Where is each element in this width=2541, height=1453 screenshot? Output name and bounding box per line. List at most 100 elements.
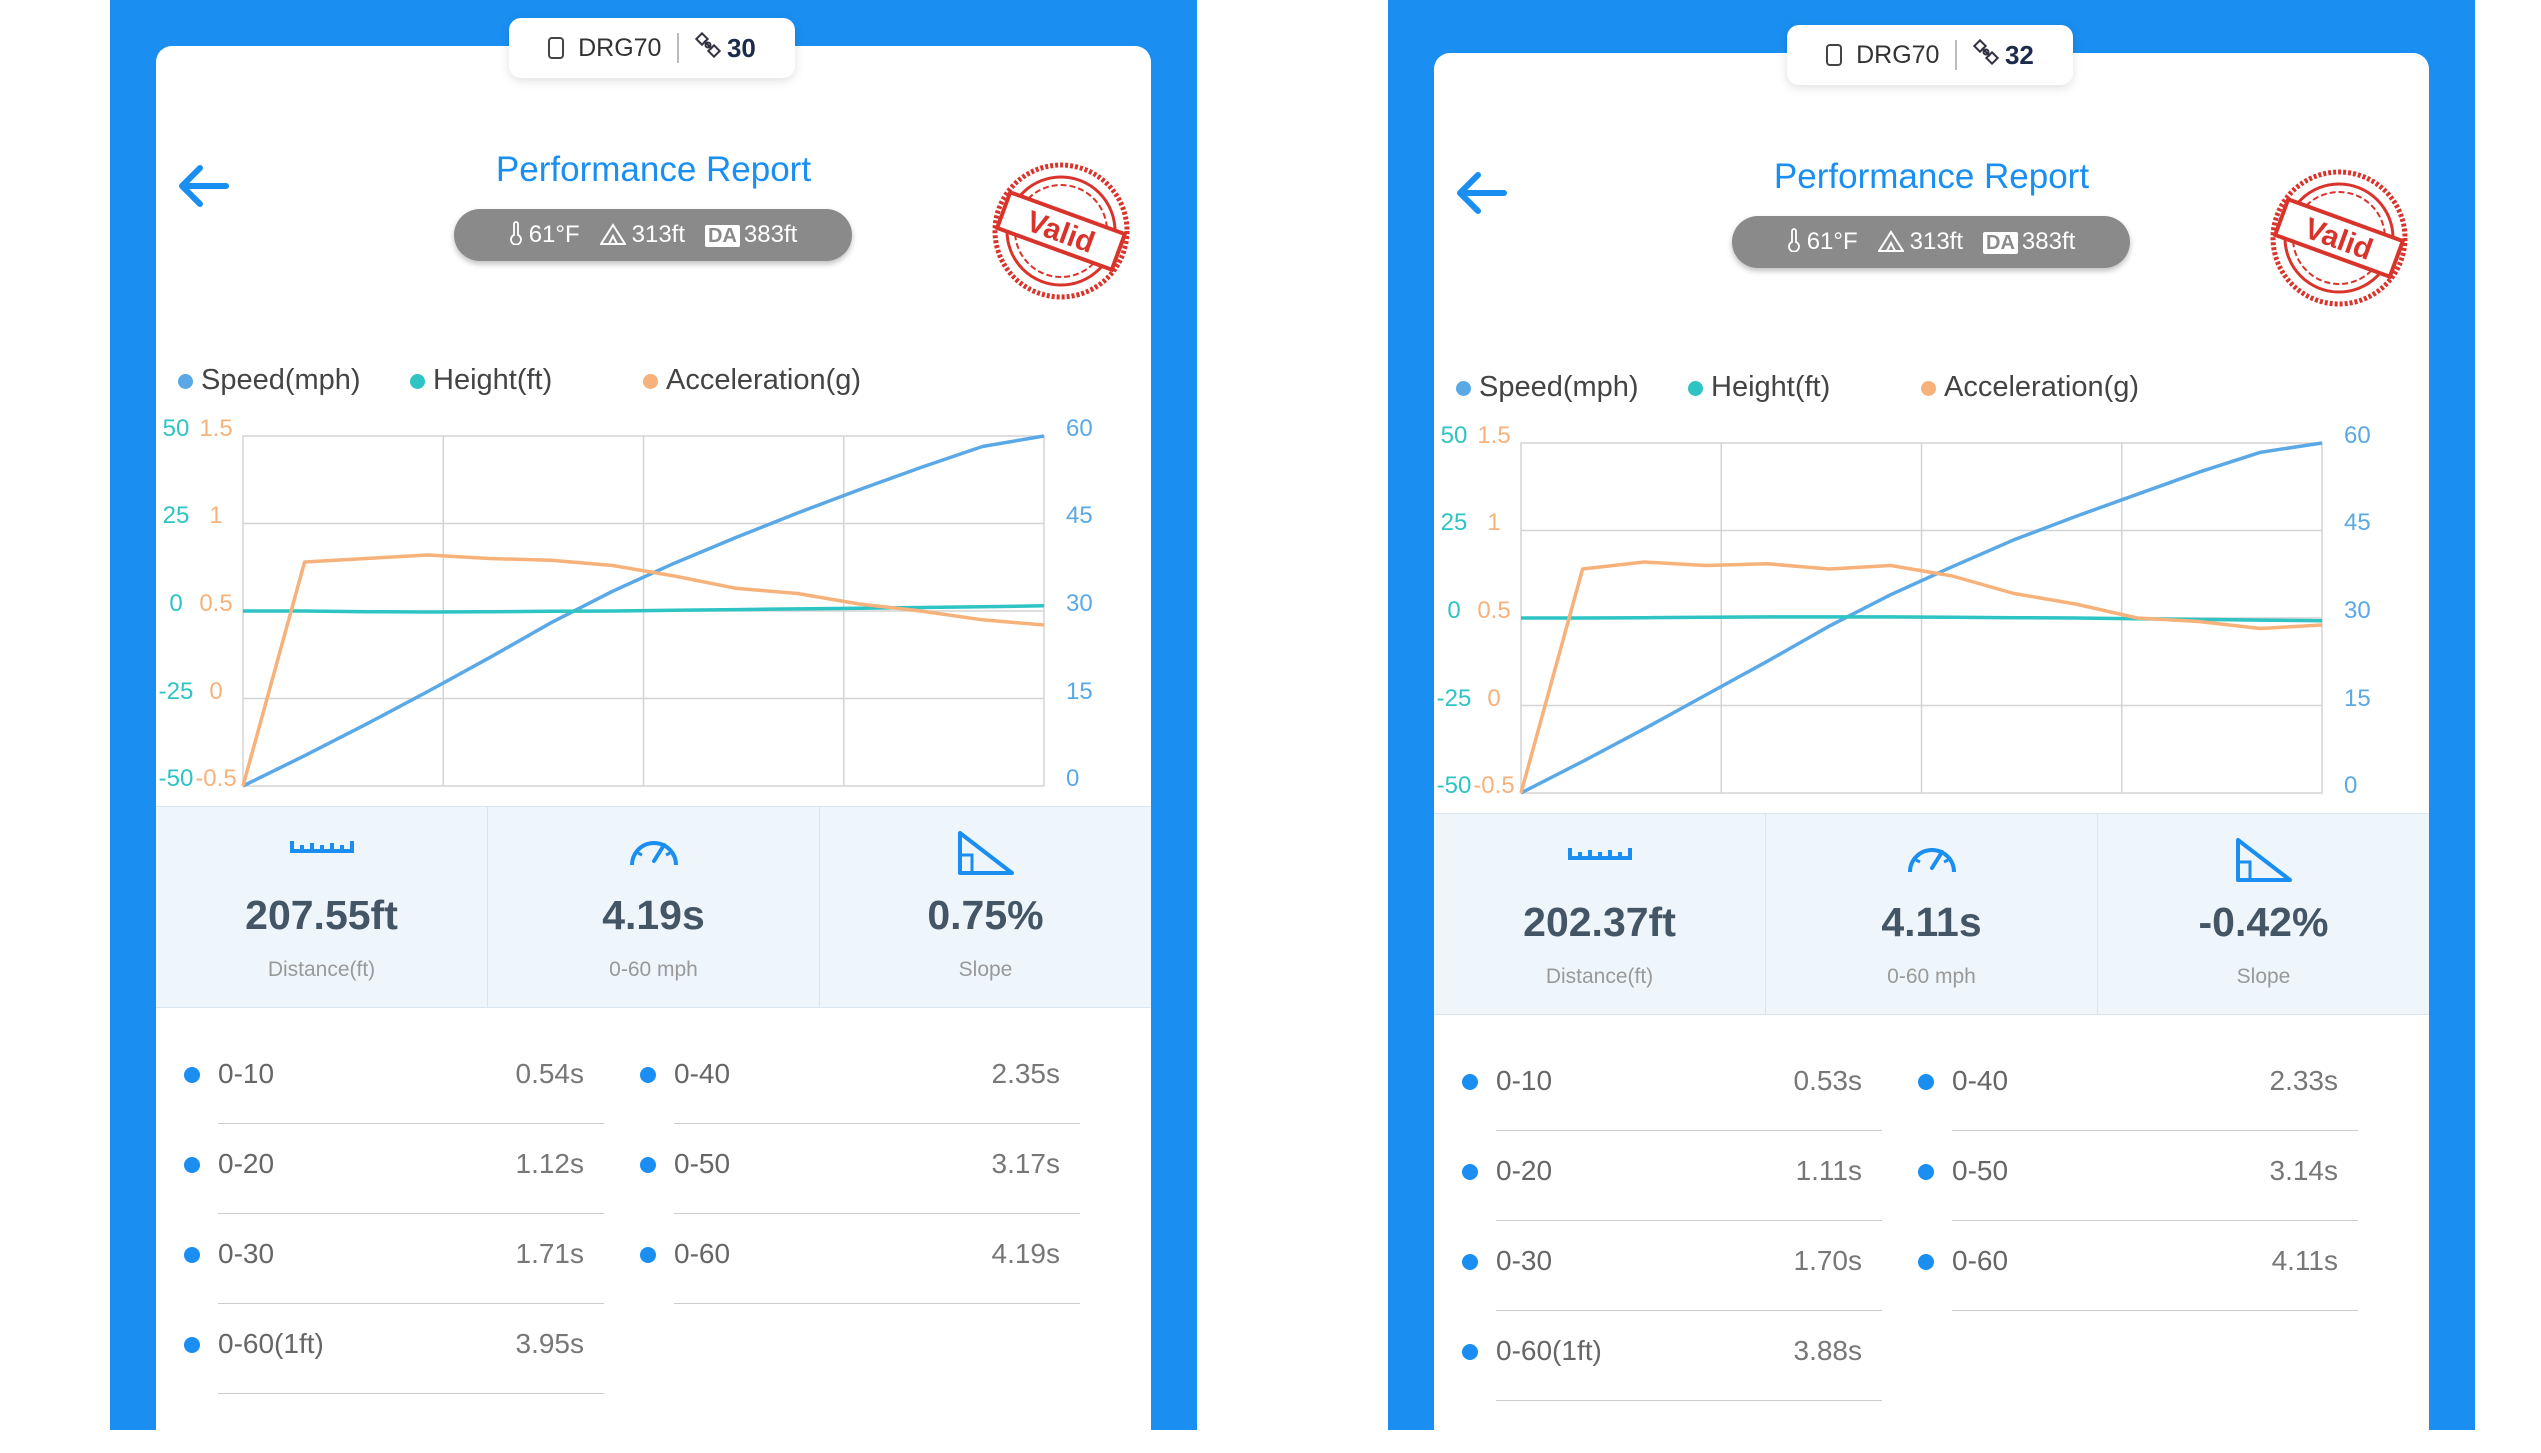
accel-tick-label: 1 <box>209 502 222 529</box>
accel-tick-label: 0 <box>1487 685 1500 712</box>
slope-icon <box>957 831 1014 875</box>
ruler-icon <box>289 841 354 853</box>
speed-tick-label: 15 <box>2344 685 2371 712</box>
bullet-icon <box>1918 1074 1934 1090</box>
row-divider <box>1952 1310 2358 1311</box>
device-name: DRG70 <box>578 33 662 62</box>
split-name: 0-20 <box>218 1148 275 1179</box>
stat-label: 0-60 mph <box>1887 965 1976 988</box>
stat-value: 0.75% <box>927 892 1044 938</box>
stat-value: 207.55ft <box>245 892 398 938</box>
height-tick-label: 0 <box>1447 597 1460 624</box>
height-tick-label: 25 <box>163 502 190 529</box>
split-name: 0-10 <box>1496 1065 1553 1096</box>
split-row: 0-60(1ft) 3.95s <box>184 1306 604 1396</box>
bullet-icon <box>184 1157 200 1173</box>
split-name: 0-40 <box>1952 1065 2009 1096</box>
series-line-acceleration <box>1519 560 2323 794</box>
density-altitude: DA 383ft <box>705 221 797 249</box>
split-row: 0-60 4.11s <box>1918 1223 2358 1313</box>
altitude: 313ft <box>1876 228 1963 256</box>
split-row: 0-20 1.12s <box>184 1126 604 1216</box>
report-card: Performance Report 61°F 313ft DA 383ft <box>156 46 1151 1446</box>
split-row: 0-20 1.11s <box>1462 1133 1882 1223</box>
split-name: 0-30 <box>218 1238 275 1269</box>
accel-tick-label: -0.5 <box>1473 772 1514 799</box>
bullet-icon <box>1462 1254 1478 1270</box>
height-tick-label: 25 <box>1441 509 1468 536</box>
back-arrow-icon[interactable] <box>1446 163 1516 223</box>
split-row: 0-30 1.71s <box>184 1216 604 1306</box>
stat-distance: 207.55ft Distance(ft) <box>156 807 487 1007</box>
device-chip[interactable]: DRG70 30 <box>509 18 795 78</box>
valid-stamp: Valid <box>992 162 1130 300</box>
conditions-pill: 61°F 313ft DA 383ft <box>454 209 852 261</box>
stat-value: 202.37ft <box>1523 899 1676 945</box>
height-tick-label: -25 <box>159 678 194 705</box>
split-row: 0-60(1ft) 3.88s <box>1462 1313 1882 1403</box>
device-chip[interactable]: DRG70 32 <box>1787 25 2073 85</box>
divider <box>819 807 820 1007</box>
speed-tick-label: 0 <box>1066 765 1079 792</box>
height-tick-label: 50 <box>163 416 190 442</box>
legend-acceleration[interactable]: Acceleration(g) <box>643 364 861 397</box>
stat-label: Distance(ft) <box>267 958 376 981</box>
accel-tick-label: 1.5 <box>1477 423 1510 449</box>
stat-value: 4.19s <box>602 892 705 938</box>
legend-height[interactable]: Height(ft) <box>1688 371 1830 404</box>
speed-tick-label: 30 <box>1066 590 1093 617</box>
satellite-icon <box>1972 38 2000 72</box>
altitude: 313ft <box>598 221 685 249</box>
row-divider <box>218 1123 604 1124</box>
phone-icon <box>1826 44 1843 66</box>
height-tick-label: -25 <box>1437 685 1472 712</box>
split-time: 1.12s <box>515 1148 585 1179</box>
split-name: 0-10 <box>218 1058 275 1089</box>
mountain-icon <box>598 223 627 245</box>
legend-speed[interactable]: Speed(mph) <box>1456 371 1639 404</box>
split-time: 2.33s <box>2269 1065 2339 1096</box>
divider <box>2097 814 2098 1014</box>
valid-stamp: Valid <box>2270 169 2408 307</box>
split-time: 3.17s <box>991 1148 1061 1179</box>
split-time: 1.71s <box>515 1238 585 1269</box>
legend-acceleration[interactable]: Acceleration(g) <box>1921 371 2139 404</box>
stat-value: -0.42% <box>2198 899 2329 945</box>
thermometer-icon <box>1787 228 1800 253</box>
height-tick-label: 50 <box>1441 423 1468 449</box>
speed-tick-label: 0 <box>2344 772 2357 799</box>
accel-tick-label: -0.5 <box>195 765 236 792</box>
bullet-icon <box>1918 1254 1934 1270</box>
accel-tick-label: 0 <box>209 678 222 705</box>
stat-label: Slope <box>2236 965 2291 988</box>
bullet-icon <box>1462 1164 1478 1180</box>
accel-tick-label: 1.5 <box>199 416 232 442</box>
device-name: DRG70 <box>1856 40 1940 69</box>
row-divider <box>1496 1220 1882 1221</box>
summary-stats: 202.37ft Distance(ft) 4.11s 0-60 mph -0.… <box>1434 813 2429 1015</box>
back-arrow-icon[interactable] <box>168 156 238 216</box>
performance-chart: 50 25 0 -25 -50 1.5 1 0.5 0 -0.5 60 45 30 15 0 <box>159 416 1093 792</box>
split-row: 0-40 2.35s <box>640 1036 1080 1126</box>
speedometer-icon <box>629 841 678 866</box>
row-divider <box>674 1213 1080 1214</box>
row-divider <box>1952 1220 2358 1221</box>
split-time: 0.54s <box>515 1058 585 1089</box>
split-name: 0-20 <box>1496 1155 1553 1186</box>
split-row: 0-60 4.19s <box>640 1216 1080 1306</box>
split-time: 3.88s <box>1793 1335 1863 1366</box>
split-time: 1.70s <box>1793 1245 1863 1276</box>
split-time: 4.19s <box>991 1238 1061 1269</box>
row-divider <box>218 1213 604 1214</box>
row-divider <box>1496 1400 1882 1401</box>
split-time: 4.11s <box>2271 1245 2338 1276</box>
legend-speed[interactable]: Speed(mph) <box>178 364 361 397</box>
satellite-count: 32 <box>2004 39 2034 70</box>
split-row: 0-40 2.33s <box>1918 1043 2358 1133</box>
split-row: 0-50 3.17s <box>640 1126 1080 1216</box>
bullet-icon <box>640 1067 656 1083</box>
row-divider <box>674 1303 1080 1304</box>
stat-label: 0-60 mph <box>609 958 698 981</box>
stat-distance: 202.37ft Distance(ft) <box>1434 814 1765 1014</box>
legend-height[interactable]: Height(ft) <box>410 364 552 397</box>
